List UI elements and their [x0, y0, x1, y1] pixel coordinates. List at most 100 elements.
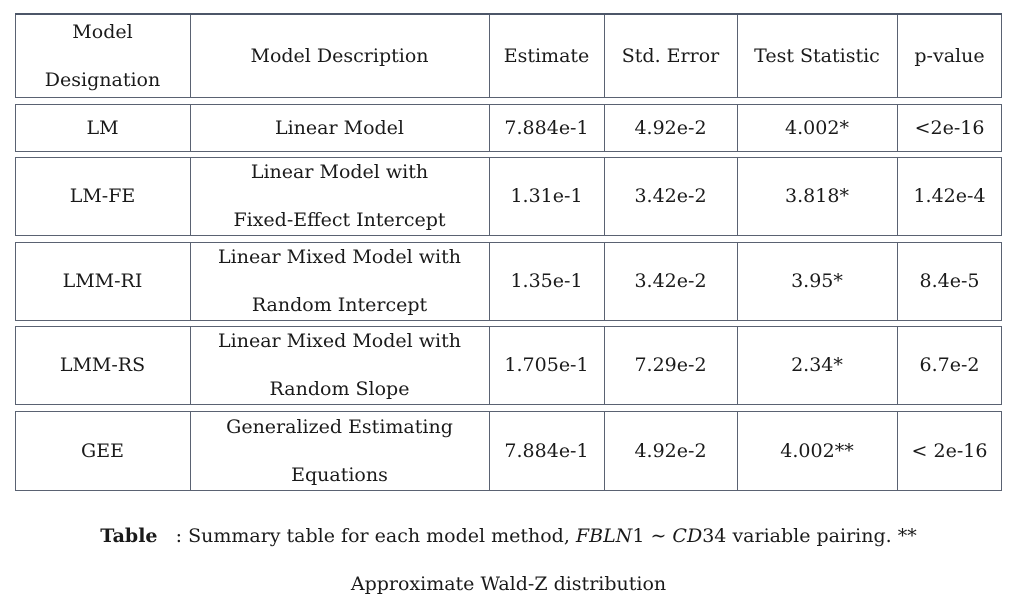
- table-rule: [15, 404, 1002, 405]
- cell-estimate-text: 7.884e-1: [504, 116, 589, 139]
- cell-description-text: Equations: [291, 463, 388, 486]
- table-column-rule: [489, 326, 490, 404]
- header-cell: Model Designation: [15, 15, 190, 97]
- header-cell-text: Estimate: [503, 45, 590, 67]
- cell-test-statistic: 4.002*: [737, 104, 897, 151]
- table-column-rule: [190, 104, 191, 151]
- table-column-rule: [190, 411, 191, 490]
- caption-tilde: ∼: [650, 525, 667, 547]
- table-column-rule: [604, 15, 605, 97]
- table-column-rule: [897, 104, 898, 151]
- table-column-rule: [15, 242, 16, 320]
- results-table: Model Designation Model Description Estimat…: [15, 13, 1002, 491]
- table-rule: [15, 411, 1002, 412]
- table-column-rule: [1001, 15, 1002, 97]
- cell-designation: GEE: [15, 411, 190, 490]
- table-column-rule: [897, 157, 898, 235]
- cell-p-value: < 2e-16: [897, 411, 1002, 490]
- table-rule: [15, 13, 1002, 15]
- cell-test-statistic-text: 4.002*: [785, 116, 849, 139]
- table-column-rule: [604, 411, 605, 490]
- table-column-rule: [1001, 242, 1002, 320]
- cell-p-value-text: < 2e-16: [911, 439, 988, 462]
- header-cell-text: Std. Error: [621, 45, 720, 67]
- table-rule: [15, 157, 1002, 158]
- header-cell: Estimate: [489, 15, 604, 97]
- table-rule: [15, 235, 1002, 236]
- cell-std-error: 4.92e-2: [604, 104, 737, 151]
- table-rule: [15, 151, 1002, 152]
- header-cell: p-value: [897, 15, 1002, 97]
- cell-estimate-text: 7.884e-1: [504, 439, 589, 462]
- cell-estimate: 7.884e-1: [489, 104, 604, 151]
- cell-description-text: Linear Mixed Model with: [218, 246, 461, 268]
- cell-std-error-text: 4.92e-2: [634, 116, 707, 139]
- table-column-rule: [190, 242, 191, 320]
- cell-p-value: <2e-16: [897, 104, 1002, 151]
- cell-p-value-text: <2e-16: [914, 116, 985, 139]
- cell-estimate: 1.31e-1: [489, 157, 604, 235]
- cell-description: Linear Model with Fixed-Effect Intercept: [190, 157, 489, 235]
- table-column-rule: [15, 157, 16, 235]
- cell-designation: LMM-RS: [15, 326, 190, 404]
- cell-test-statistic-text: 3.818*: [785, 185, 849, 207]
- cell-std-error-text: 3.42e-2: [634, 185, 707, 207]
- table-column-rule: [190, 157, 191, 235]
- caption-num-1: 1: [632, 525, 645, 547]
- table-rule: [15, 104, 1002, 105]
- table-rule: [15, 97, 1002, 98]
- header-cell-text: Test Statistic: [754, 45, 880, 67]
- cell-description: Linear Model: [190, 104, 489, 151]
- caption-math-fbln: FBLN: [575, 525, 633, 547]
- cell-designation-text: LM-FE: [69, 185, 136, 207]
- table-column-rule: [604, 104, 605, 151]
- cell-p-value-text: 8.4e-5: [919, 270, 980, 292]
- cell-p-value: 6.7e-2: [897, 326, 1002, 404]
- cell-estimate: 7.884e-1: [489, 411, 604, 490]
- table-column-rule: [190, 15, 191, 97]
- cell-estimate-text: 1.31e-1: [510, 185, 583, 207]
- cell-description-text: Generalized Estimating: [226, 415, 453, 438]
- table-column-rule: [737, 326, 738, 404]
- cell-description-text: Fixed-Effect Intercept: [233, 209, 446, 231]
- cell-description: Linear Mixed Model with Random Slope: [190, 326, 489, 404]
- cell-std-error-text: 4.92e-2: [634, 439, 707, 462]
- cell-test-statistic: 2.34*: [737, 326, 897, 404]
- table-caption: Table : Summary table for each model met…: [0, 512, 1017, 608]
- caption-text-after: variable pairing. **: [732, 525, 917, 547]
- table-column-rule: [897, 15, 898, 97]
- table-column-rule: [190, 326, 191, 404]
- cell-estimate: 1.35e-1: [489, 242, 604, 320]
- table-column-rule: [1001, 104, 1002, 151]
- table-column-rule: [737, 15, 738, 97]
- table-column-rule: [15, 15, 16, 97]
- table-column-rule: [15, 411, 16, 490]
- table-column-rule: [604, 157, 605, 235]
- header-cell: Test Statistic: [737, 15, 897, 97]
- cell-std-error-text: 3.42e-2: [634, 270, 707, 292]
- table-rule: [15, 320, 1002, 321]
- cell-p-value-text: 6.7e-2: [919, 354, 980, 376]
- cell-std-error: 3.42e-2: [604, 157, 737, 235]
- table-column-rule: [737, 157, 738, 235]
- cell-test-statistic-text: 3.95*: [791, 270, 843, 292]
- caption-math-cd: CD: [672, 525, 703, 547]
- table-rule: [15, 490, 1002, 491]
- cell-test-statistic-text: 4.002**: [780, 439, 854, 462]
- table-column-rule: [604, 326, 605, 404]
- caption-line-1: Table : Summary table for each model met…: [0, 512, 1017, 560]
- cell-std-error-text: 7.29e-2: [634, 354, 707, 376]
- table-column-rule: [737, 104, 738, 151]
- cell-description-text: Random Intercept: [251, 294, 428, 316]
- cell-test-statistic: 4.002**: [737, 411, 897, 490]
- table-rule: [15, 326, 1002, 327]
- header-cell-text: Designation: [44, 69, 161, 91]
- table-column-rule: [1001, 326, 1002, 404]
- cell-std-error: 4.92e-2: [604, 411, 737, 490]
- caption-label: Table: [100, 525, 158, 547]
- cell-description-text: Linear Model: [274, 116, 404, 139]
- cell-designation-text: GEE: [81, 439, 124, 462]
- cell-designation-text: LMM-RS: [59, 354, 146, 376]
- table-column-rule: [489, 411, 490, 490]
- caption-text-before: : Summary table for each model method,: [175, 525, 570, 547]
